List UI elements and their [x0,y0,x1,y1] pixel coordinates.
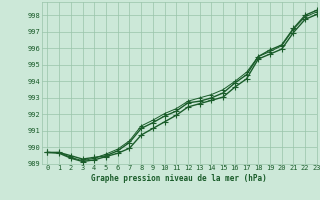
X-axis label: Graphe pression niveau de la mer (hPa): Graphe pression niveau de la mer (hPa) [91,174,267,183]
